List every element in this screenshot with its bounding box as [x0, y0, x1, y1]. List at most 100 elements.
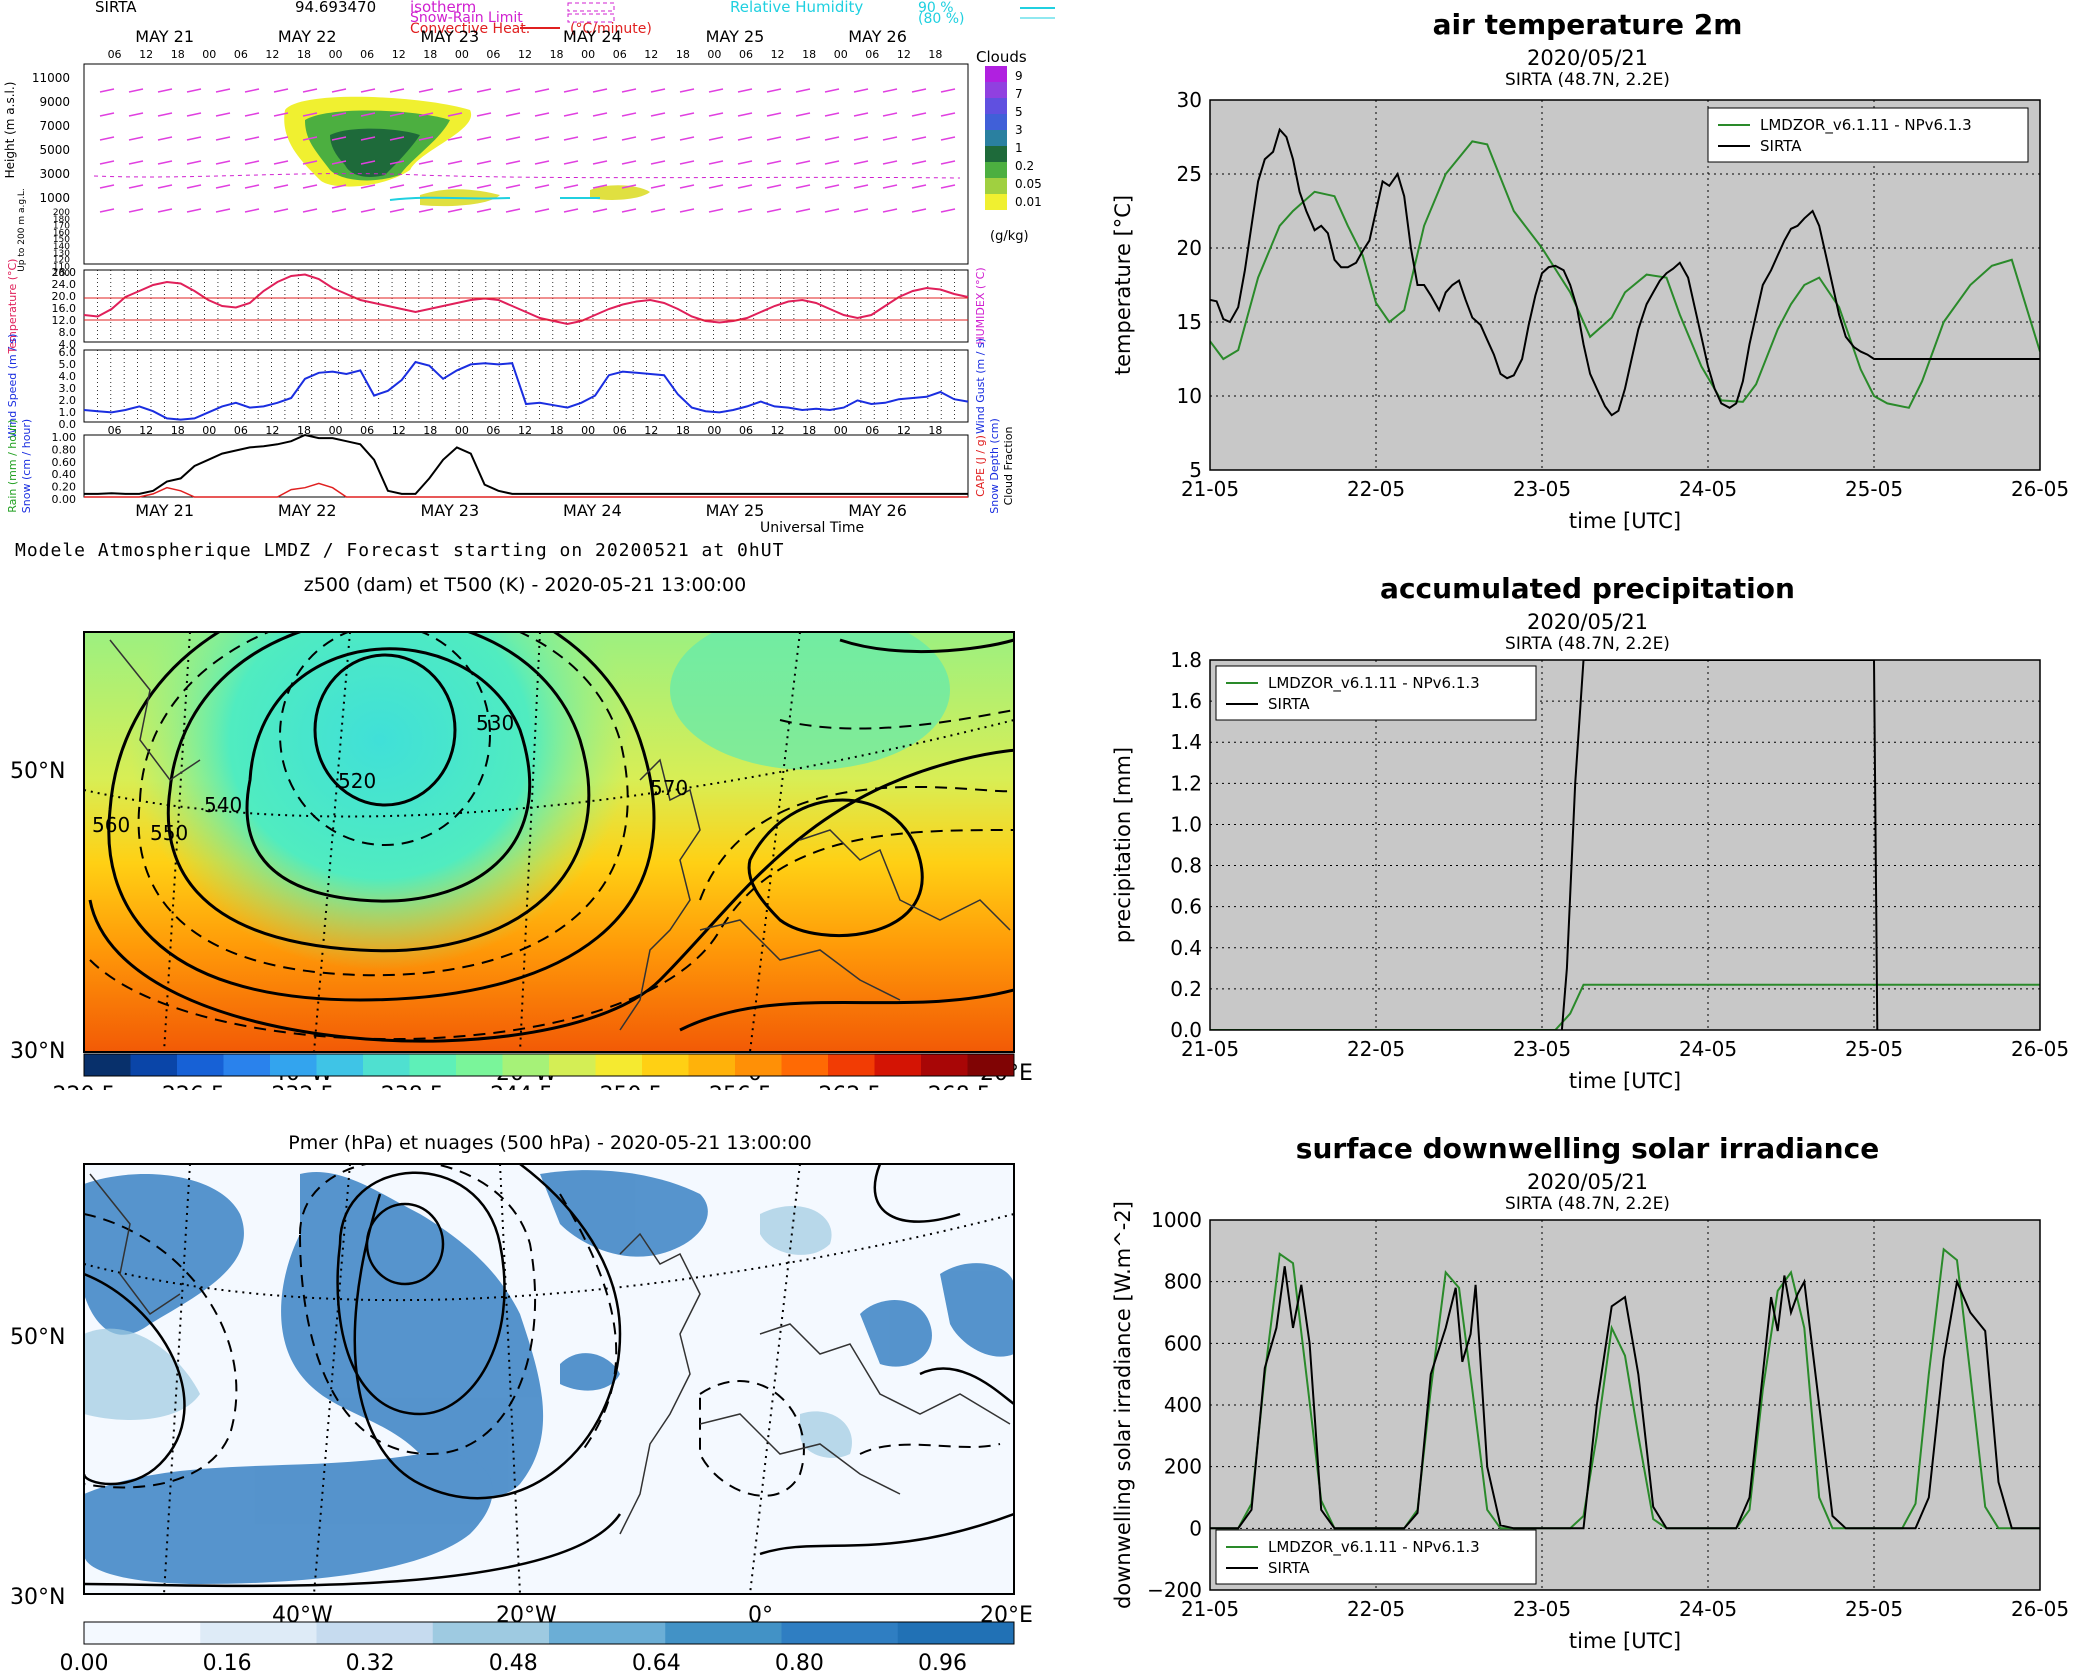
hour-label: 12 [518, 48, 532, 61]
colorbar-label: 220.5 [53, 1083, 116, 1090]
wind-arrow [621, 88, 637, 93]
hour-label: 18 [423, 48, 437, 61]
wind-arrow [157, 88, 173, 93]
legend-isotherm-swatch [567, 2, 615, 12]
y-tick-label: 1.2 [1170, 771, 1202, 795]
coastlines2 [89, 1173, 1011, 1535]
hour-label: 18 [171, 424, 185, 437]
map1-frame [83, 631, 1015, 1053]
wind-arrow [418, 112, 434, 117]
wind-arrow [244, 160, 260, 165]
wind-arrow [418, 160, 434, 165]
wind-arrow [476, 160, 492, 165]
map-pmer: Pmer (hPa) et nuages (500 hPa) - 2020-05… [0, 1130, 1070, 1680]
meteo-panel-frame [83, 434, 969, 498]
height-label: Height (m a.s.l.) [3, 82, 17, 179]
wind-arrow [360, 112, 376, 117]
cloud-patches-light [84, 1205, 852, 1458]
wind-arrow [882, 208, 898, 213]
meteo-tick: 16.0 [52, 302, 77, 315]
hour-label: 12 [139, 48, 153, 61]
chart1-subtitle: 2020/05/21 [1526, 46, 1649, 70]
wind-arrow [505, 112, 521, 117]
hour-label: 12 [897, 48, 911, 61]
wind-arrow [563, 208, 579, 213]
wind-arrow [157, 136, 173, 141]
wind-arrow [824, 112, 840, 117]
hour-label: 12 [392, 424, 406, 437]
colorbar-swatch [549, 1054, 596, 1076]
wind-arrow [534, 184, 550, 189]
y-tick-label: 0.0 [1170, 1018, 1202, 1042]
snow-label: Snow (cm / hour) [20, 419, 33, 513]
hour-label: 12 [139, 424, 153, 437]
y-tick-label: 600 [1164, 1331, 1202, 1355]
wind-arrow [563, 112, 579, 117]
meteo-tick: 0.60 [52, 456, 77, 469]
y-tick-label: 200 [1164, 1455, 1202, 1479]
wind-arrow [563, 136, 579, 141]
wind-arrow [650, 136, 666, 141]
wind-arrow [563, 160, 579, 165]
legend-entry: SIRTA [1268, 695, 1310, 713]
wind-arrow [911, 112, 927, 117]
x-tick-label: 22-05 [1347, 477, 1405, 501]
plot-frame [1209, 1219, 2041, 1591]
colorbar-swatch [432, 1622, 550, 1644]
meteo-series [84, 433, 968, 495]
meteo-tick: 0.00 [52, 493, 77, 506]
day-label: MAY 22 [278, 27, 337, 46]
wind-arrow [186, 184, 202, 189]
wind-arrow [186, 112, 202, 117]
legend-snow-swatch [567, 13, 615, 23]
wind-arrow [447, 184, 463, 189]
y-tick-label: 1000 [1151, 1208, 1202, 1232]
wind-arrow [795, 160, 811, 165]
y-axis-label: temperature [°C] [1111, 195, 1135, 375]
hour-label: 18 [676, 424, 690, 437]
wind-arrow [911, 136, 927, 141]
wind-arrow [534, 136, 550, 141]
graticule [84, 632, 1014, 1052]
chart3-subtitle: 2020/05/21 [1526, 1170, 1649, 1194]
day-label: MAY 26 [848, 501, 907, 520]
y-tick-label: 0.4 [1170, 936, 1202, 960]
wind-arrow [679, 112, 695, 117]
wind-arrow [621, 112, 637, 117]
hour-label: 06 [108, 424, 122, 437]
meteo-series [83, 360, 969, 421]
meteo-tick: 3.0 [59, 382, 77, 395]
hour-label: 06 [613, 424, 627, 437]
clouds-swatch [985, 194, 1007, 210]
wind-arrow [505, 208, 521, 213]
wind-arrow [708, 112, 724, 117]
wind-arrow [592, 184, 608, 189]
wind-arrow [708, 208, 724, 213]
height-tick-low: 200 [53, 208, 70, 218]
colorbar-label: 0.00 [60, 1651, 109, 1676]
wind-arrow [882, 136, 898, 141]
x-tick-label: 24-05 [1679, 1037, 1737, 1061]
wind-arrow [766, 184, 782, 189]
wind-arrow [911, 208, 927, 213]
wind-arrow [273, 184, 289, 189]
cloud-blob [330, 128, 420, 177]
wind-arrow [737, 136, 753, 141]
graticule2 [84, 1164, 1014, 1594]
y-tick-label: 400 [1164, 1393, 1202, 1417]
wind-arrow [128, 184, 144, 189]
y-tick-label: 0 [1189, 1516, 1202, 1540]
hour-label: 18 [676, 48, 690, 61]
wind-arrow [389, 184, 405, 189]
wind-arrow [766, 160, 782, 165]
wind-arrow [650, 112, 666, 117]
meteogram: SIRTA 94.693470 isotherm Snow-Rain Limit… [0, 0, 1070, 570]
wind-arrow [592, 160, 608, 165]
hour-label: 00 [834, 48, 848, 61]
wind-arrow [302, 136, 318, 141]
wind-arrow [302, 88, 318, 93]
wind-arrow [621, 136, 637, 141]
wind-arrow [534, 112, 550, 117]
wind-arrow [244, 184, 260, 189]
y-tick-label: 0.6 [1170, 895, 1202, 919]
